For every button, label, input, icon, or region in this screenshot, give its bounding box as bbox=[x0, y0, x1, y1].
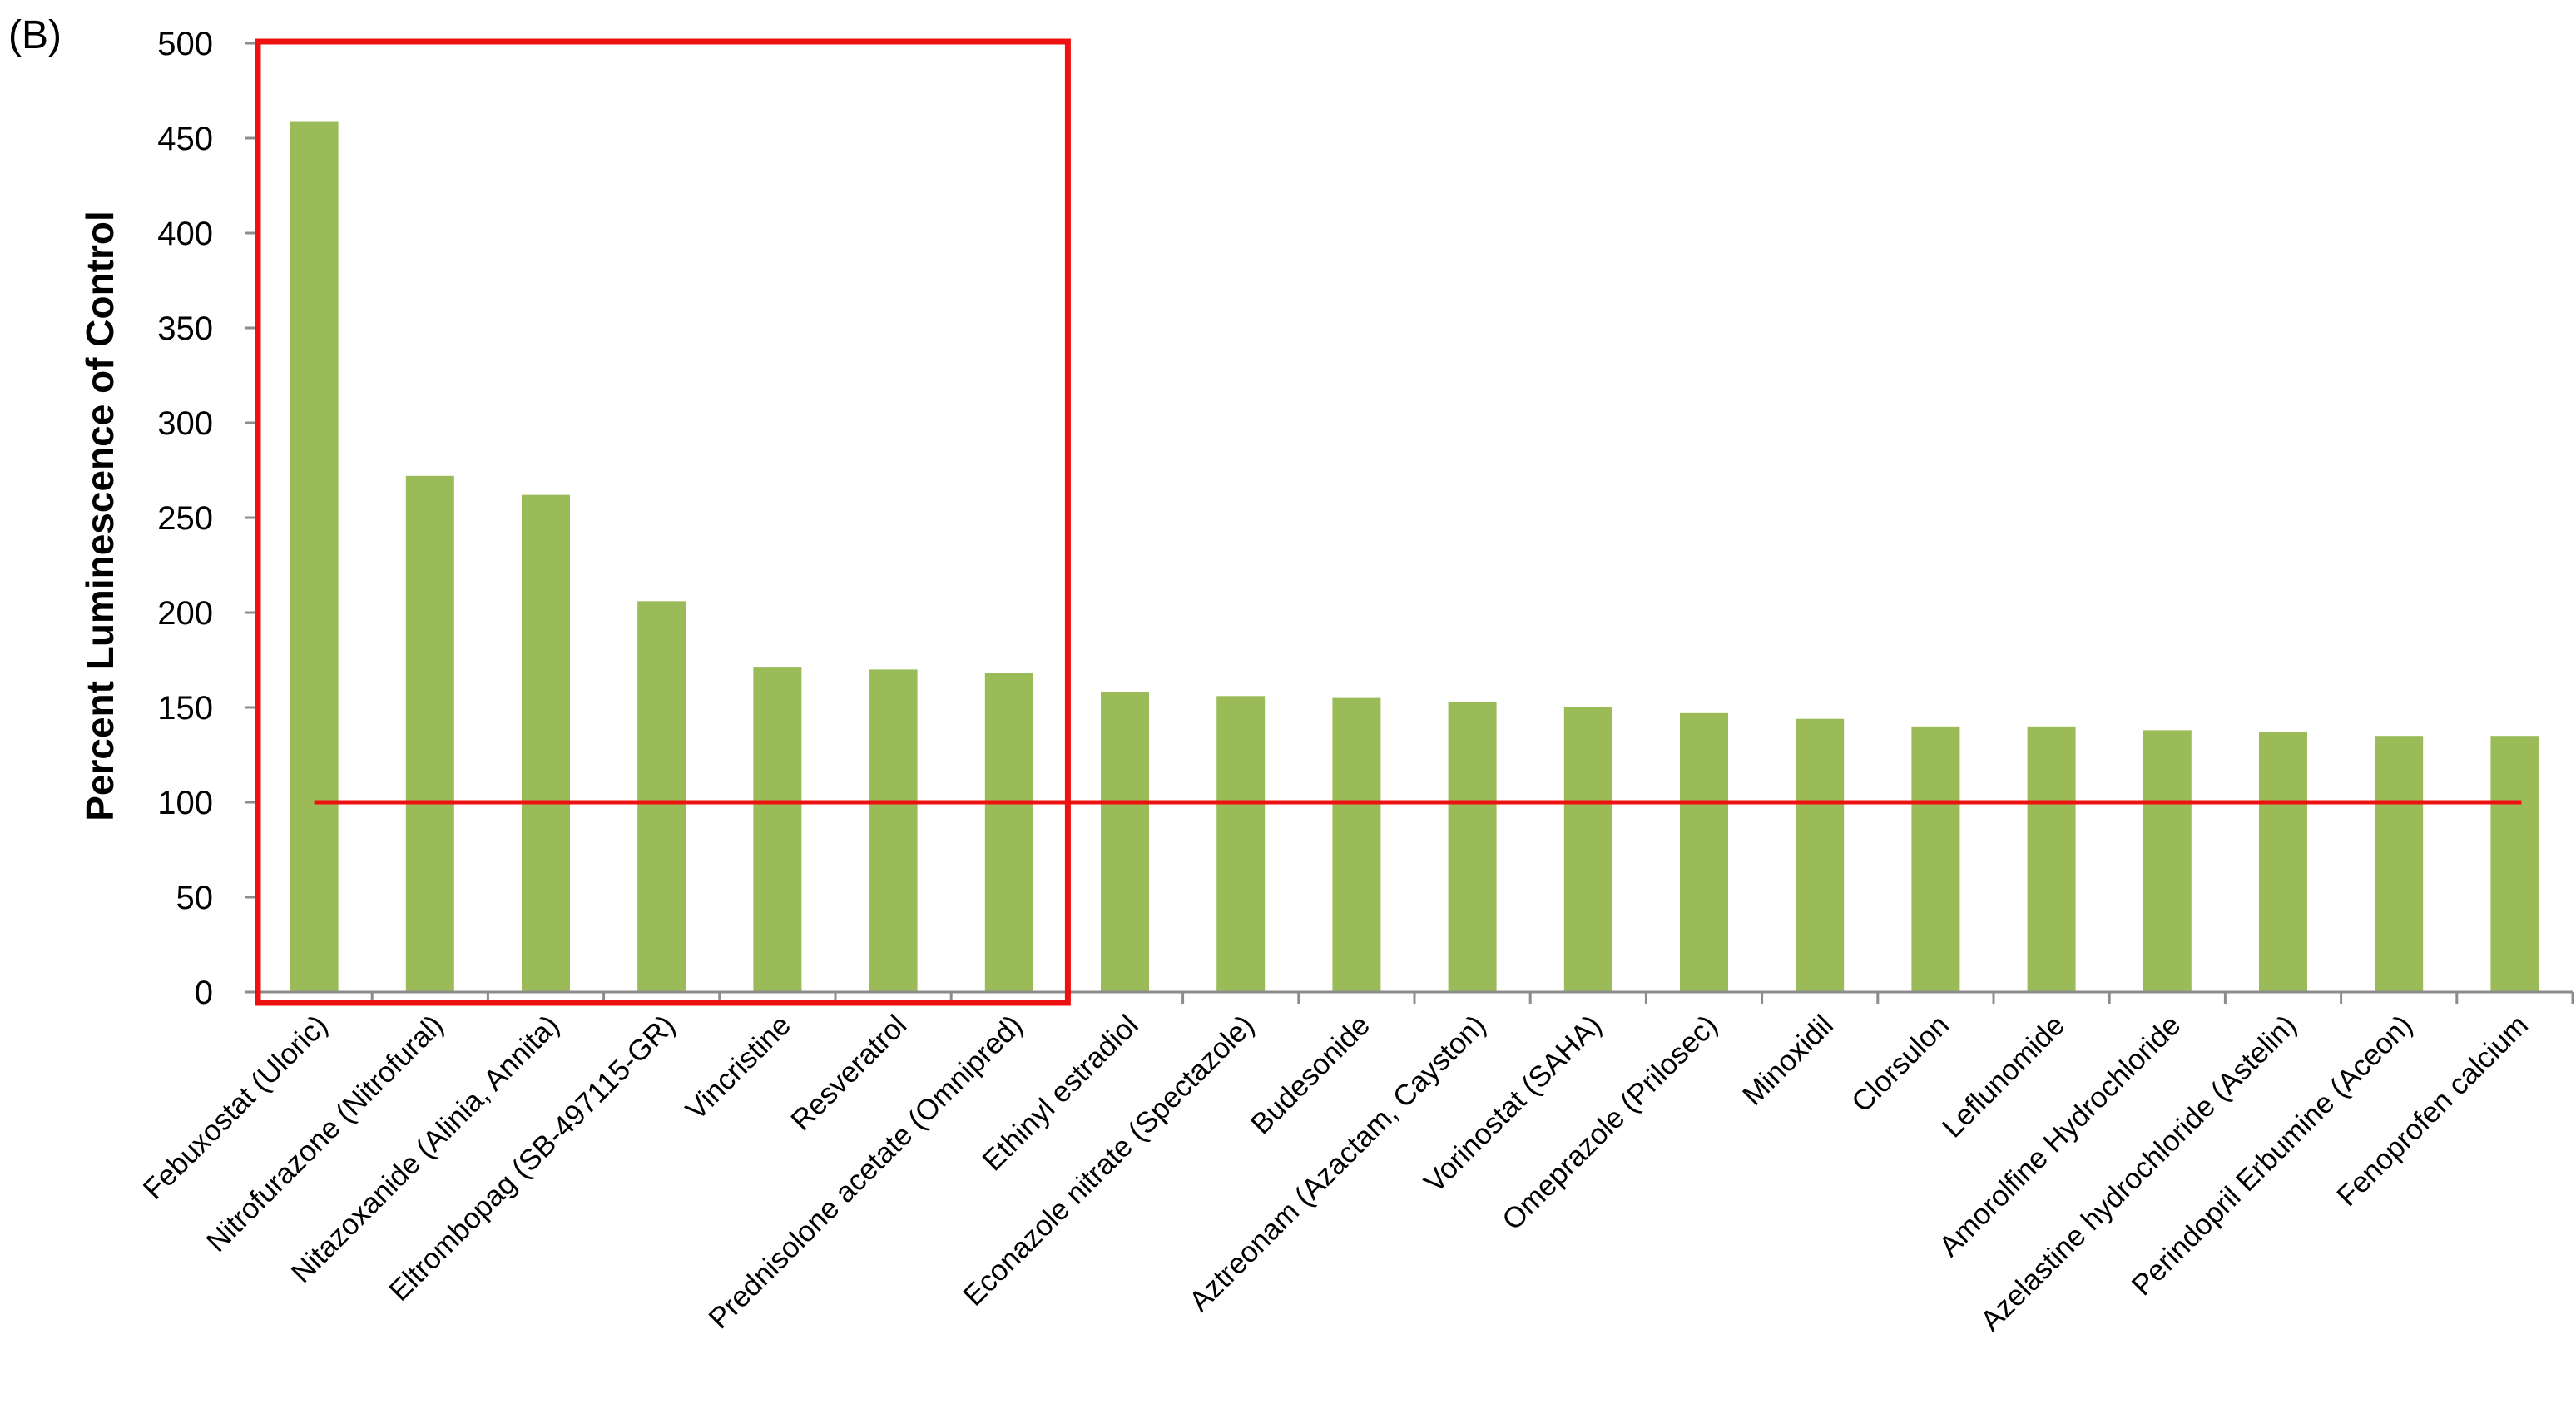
bar bbox=[1563, 707, 1612, 992]
overlays bbox=[255, 38, 2522, 1006]
bar bbox=[1796, 718, 1845, 992]
bar bbox=[1680, 712, 1728, 992]
y-tick-labels: 0 50 100 150 200 250 300 350 400 450 500 bbox=[157, 26, 213, 1011]
highlight-box bbox=[255, 38, 1071, 1006]
bar bbox=[2027, 726, 2076, 992]
y-tick-label: 0 bbox=[195, 975, 213, 1011]
x-tick-label: Amorolfine Hydrochloride bbox=[1933, 1009, 2187, 1263]
bar bbox=[405, 475, 454, 992]
x-tick-labels: Febuxostat (Uloric)Nitrofurazone (Nitrof… bbox=[137, 1009, 2534, 1337]
bar bbox=[1216, 696, 1266, 992]
bar bbox=[1911, 726, 1960, 992]
bar bbox=[522, 494, 570, 992]
bars bbox=[290, 121, 2539, 992]
y-tick-label: 350 bbox=[157, 310, 213, 347]
y-axis-label: Percent Luminescence of Control bbox=[78, 211, 121, 821]
bar bbox=[869, 669, 918, 992]
panel-label: (B) bbox=[8, 13, 62, 57]
y-tick-label: 50 bbox=[176, 880, 214, 916]
y-tick-label: 250 bbox=[157, 500, 213, 537]
y-tick-label: 500 bbox=[157, 26, 213, 62]
x-tick-label: Nitrofurazone (Nitrofural) bbox=[201, 1009, 450, 1258]
y-tick-label: 100 bbox=[157, 785, 213, 821]
x-tick-label: Omeprazole (Prilosec) bbox=[1496, 1009, 1724, 1237]
x-tick-label: Resveratrol bbox=[785, 1009, 913, 1137]
bar bbox=[637, 601, 686, 992]
x-tick-label: Minoxidil bbox=[1736, 1009, 1840, 1112]
bar bbox=[2375, 736, 2424, 992]
x-tick-label: Clorsulon bbox=[1845, 1009, 1955, 1119]
bar bbox=[2490, 736, 2539, 992]
y-tick-label: 300 bbox=[157, 405, 213, 442]
y-tick-label: 150 bbox=[157, 690, 213, 727]
x-tick-label: Fenoprofen calcium bbox=[2331, 1009, 2534, 1213]
bar bbox=[1101, 692, 1149, 992]
bar bbox=[2259, 732, 2307, 992]
y-tick-label: 450 bbox=[157, 121, 213, 157]
axes bbox=[245, 42, 2574, 1004]
y-tick-label: 400 bbox=[157, 216, 213, 252]
x-tick-label: Vincristine bbox=[680, 1009, 797, 1126]
bar bbox=[1332, 697, 1381, 992]
bar bbox=[1448, 702, 1497, 992]
bar bbox=[753, 667, 802, 992]
bar bbox=[2143, 730, 2192, 992]
bar bbox=[290, 121, 339, 992]
y-tick-label: 200 bbox=[157, 595, 213, 632]
bar bbox=[984, 673, 1033, 992]
